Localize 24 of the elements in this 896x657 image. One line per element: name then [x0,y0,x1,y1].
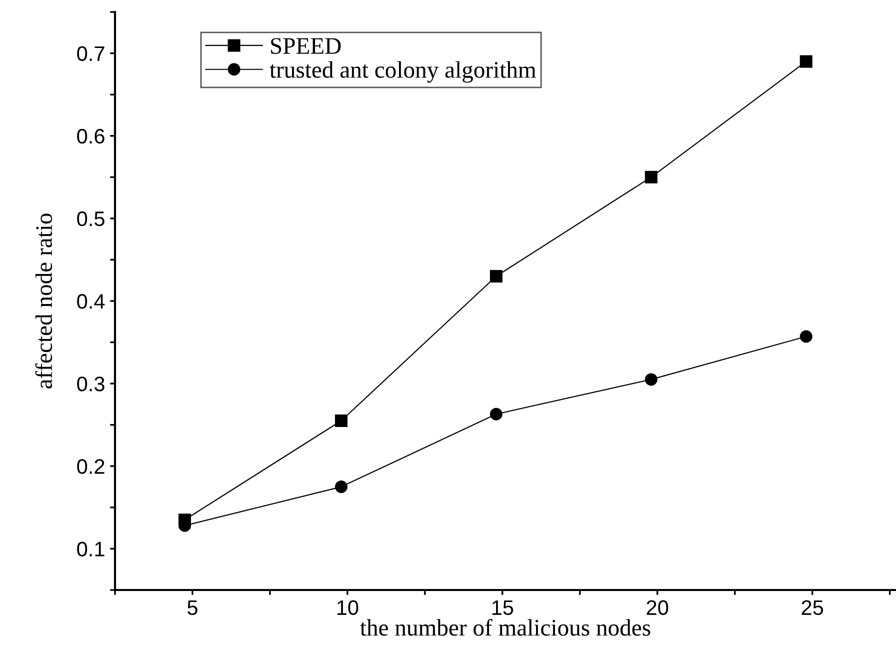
point [490,270,502,282]
point [334,480,348,494]
legend-label: trusted ant colony algorithm [270,61,536,83]
y-tick-label: 0.2 [77,459,104,474]
point [800,330,812,343]
y-tick-label: 0.3 [77,376,104,392]
y-tick-label: 0.6 [77,128,104,144]
y-tick-label: 0.1 [77,542,104,556]
x-tick-label: 5 [188,600,198,616]
point [644,373,658,386]
x-tick-label: 25 [802,600,824,616]
point [800,55,812,68]
point [334,414,348,427]
x-tick-label: 15 [492,600,514,616]
x-tick-label: 10 [337,600,358,616]
y-tick-label: 0.5 [77,211,104,226]
x-axis-title: the number of malicious nodes [360,618,650,636]
point [490,408,502,420]
x-tick-label: 20 [646,600,668,616]
y-tick-label: 0.7 [77,46,104,62]
y-axis-title: affected node ratio [35,214,52,388]
y-tick-label: 0.4 [77,294,105,309]
point [644,170,658,184]
legend-label: SPEED [271,38,341,54]
